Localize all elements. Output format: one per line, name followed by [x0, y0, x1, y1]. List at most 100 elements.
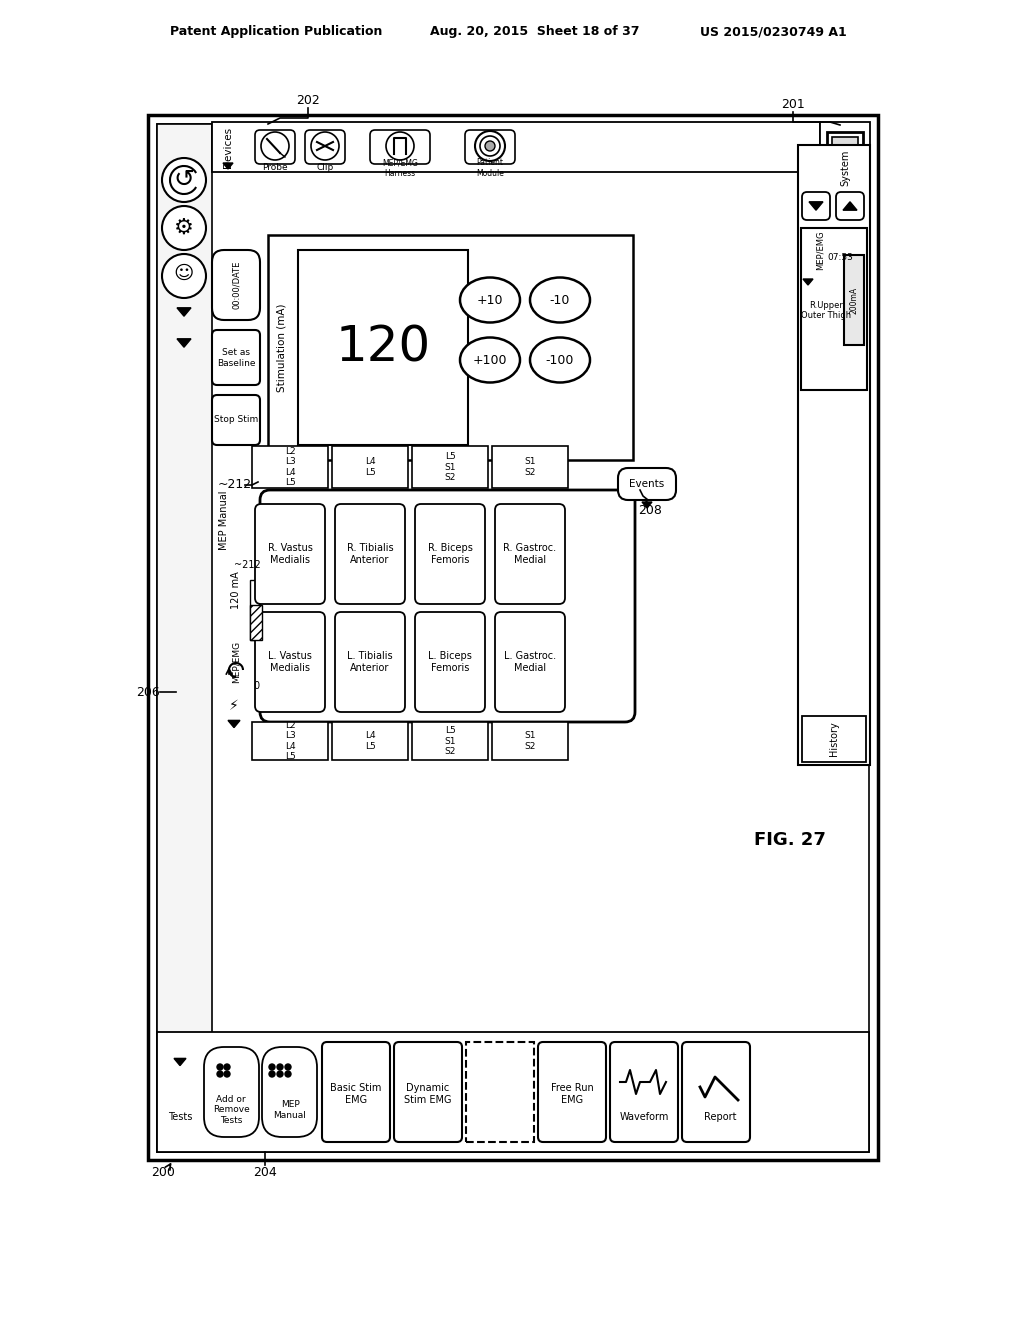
- Text: L4
L5: L4 L5: [365, 731, 376, 751]
- Circle shape: [217, 1064, 223, 1071]
- FancyBboxPatch shape: [802, 191, 830, 220]
- Text: -10: -10: [550, 293, 570, 306]
- Circle shape: [285, 1071, 291, 1077]
- Bar: [831, 137, 858, 154]
- FancyBboxPatch shape: [212, 395, 260, 445]
- Text: Stimulation (mA): Stimulation (mA): [278, 304, 287, 392]
- Bar: [250, 579, 262, 640]
- Text: 206: 206: [136, 685, 160, 698]
- Text: MEP Manual: MEP Manual: [219, 490, 229, 549]
- Circle shape: [285, 1064, 291, 1071]
- Text: Stop Stim: Stop Stim: [214, 416, 258, 425]
- FancyBboxPatch shape: [212, 330, 260, 385]
- Text: 0: 0: [253, 681, 259, 690]
- FancyBboxPatch shape: [255, 612, 325, 711]
- FancyBboxPatch shape: [212, 249, 260, 319]
- Circle shape: [386, 132, 414, 160]
- Bar: [801, 228, 867, 389]
- Polygon shape: [809, 202, 823, 210]
- Text: US 2015/0230749 A1: US 2015/0230749 A1: [700, 25, 847, 38]
- Bar: [250, 605, 262, 640]
- Text: L5
S1
S2: L5 S1 S2: [444, 451, 456, 482]
- Circle shape: [162, 253, 206, 298]
- Text: Patent Application Publication: Patent Application Publication: [170, 25, 382, 38]
- FancyBboxPatch shape: [495, 504, 565, 605]
- Bar: [466, 1041, 534, 1142]
- Text: MEP/EMG
Harness: MEP/EMG Harness: [382, 158, 418, 178]
- FancyBboxPatch shape: [538, 1041, 606, 1142]
- Text: L2
L3
L4
L5: L2 L3 L4 L5: [285, 721, 295, 762]
- Text: S1
S2: S1 S2: [524, 457, 536, 477]
- Circle shape: [217, 1071, 223, 1077]
- Text: 120 mA: 120 mA: [231, 572, 241, 609]
- Text: FIG. 27: FIG. 27: [754, 832, 826, 849]
- Ellipse shape: [530, 338, 590, 383]
- Text: 120: 120: [336, 323, 431, 372]
- FancyBboxPatch shape: [610, 1041, 678, 1142]
- Polygon shape: [803, 279, 813, 285]
- FancyBboxPatch shape: [495, 612, 565, 711]
- Text: ☺: ☺: [174, 264, 195, 282]
- Text: ⚡: ⚡: [229, 700, 239, 713]
- Polygon shape: [223, 162, 233, 169]
- Circle shape: [224, 1071, 230, 1077]
- Text: Probe: Probe: [262, 164, 288, 173]
- Text: 07:53: 07:53: [827, 252, 853, 261]
- Text: 204: 204: [253, 1166, 276, 1179]
- FancyBboxPatch shape: [415, 504, 485, 605]
- Bar: [492, 722, 568, 760]
- Circle shape: [311, 132, 339, 160]
- Text: L. Biceps
Femoris: L. Biceps Femoris: [428, 651, 472, 673]
- Circle shape: [162, 158, 206, 202]
- Circle shape: [162, 206, 206, 249]
- Text: Clip: Clip: [316, 164, 334, 173]
- Text: History: History: [829, 722, 839, 756]
- Text: L. Gastroc.
Medial: L. Gastroc. Medial: [504, 651, 556, 673]
- Circle shape: [480, 136, 500, 156]
- FancyBboxPatch shape: [335, 504, 406, 605]
- Polygon shape: [642, 502, 652, 508]
- Bar: [252, 722, 328, 760]
- Text: Add or
Remove
Tests: Add or Remove Tests: [213, 1096, 250, 1125]
- FancyBboxPatch shape: [255, 504, 325, 605]
- Circle shape: [485, 141, 495, 150]
- Polygon shape: [177, 308, 191, 317]
- Bar: [157, 124, 869, 1152]
- Text: Tests: Tests: [168, 1111, 193, 1122]
- Text: R.Upper: R.Upper: [809, 301, 843, 309]
- Text: 208: 208: [638, 503, 662, 516]
- Text: L4
L5: L4 L5: [365, 457, 376, 477]
- Bar: [157, 124, 212, 1152]
- Text: Waveform: Waveform: [620, 1111, 669, 1122]
- FancyBboxPatch shape: [370, 129, 430, 164]
- Bar: [298, 249, 468, 445]
- Text: ⚙: ⚙: [174, 218, 194, 238]
- Text: MEP
Manual: MEP Manual: [273, 1101, 306, 1119]
- FancyBboxPatch shape: [465, 129, 515, 164]
- Text: L. Tibialis
Anterior: L. Tibialis Anterior: [347, 651, 393, 673]
- Bar: [157, 1032, 869, 1152]
- FancyBboxPatch shape: [305, 129, 345, 164]
- Bar: [798, 145, 870, 766]
- Text: Dynamic
Stim EMG: Dynamic Stim EMG: [404, 1084, 452, 1105]
- FancyBboxPatch shape: [204, 1047, 259, 1137]
- Polygon shape: [843, 202, 857, 210]
- Text: R. Tibialis
Anterior: R. Tibialis Anterior: [347, 544, 393, 565]
- Bar: [212, 121, 820, 172]
- FancyBboxPatch shape: [836, 191, 864, 220]
- Bar: [820, 121, 870, 232]
- FancyBboxPatch shape: [415, 612, 485, 711]
- FancyBboxPatch shape: [322, 1041, 390, 1142]
- Bar: [148, 115, 878, 1160]
- Text: MEP/EMG: MEP/EMG: [815, 230, 824, 269]
- Text: Report: Report: [703, 1111, 736, 1122]
- Polygon shape: [228, 721, 240, 727]
- Bar: [844, 255, 864, 345]
- Text: L5
S1
S2: L5 S1 S2: [444, 726, 456, 756]
- Text: Patient
Module: Patient Module: [476, 158, 504, 178]
- Text: Devices: Devices: [223, 127, 233, 168]
- Circle shape: [269, 1064, 275, 1071]
- Text: S1
S2: S1 S2: [524, 731, 536, 751]
- FancyBboxPatch shape: [682, 1041, 750, 1142]
- Text: +10: +10: [477, 293, 503, 306]
